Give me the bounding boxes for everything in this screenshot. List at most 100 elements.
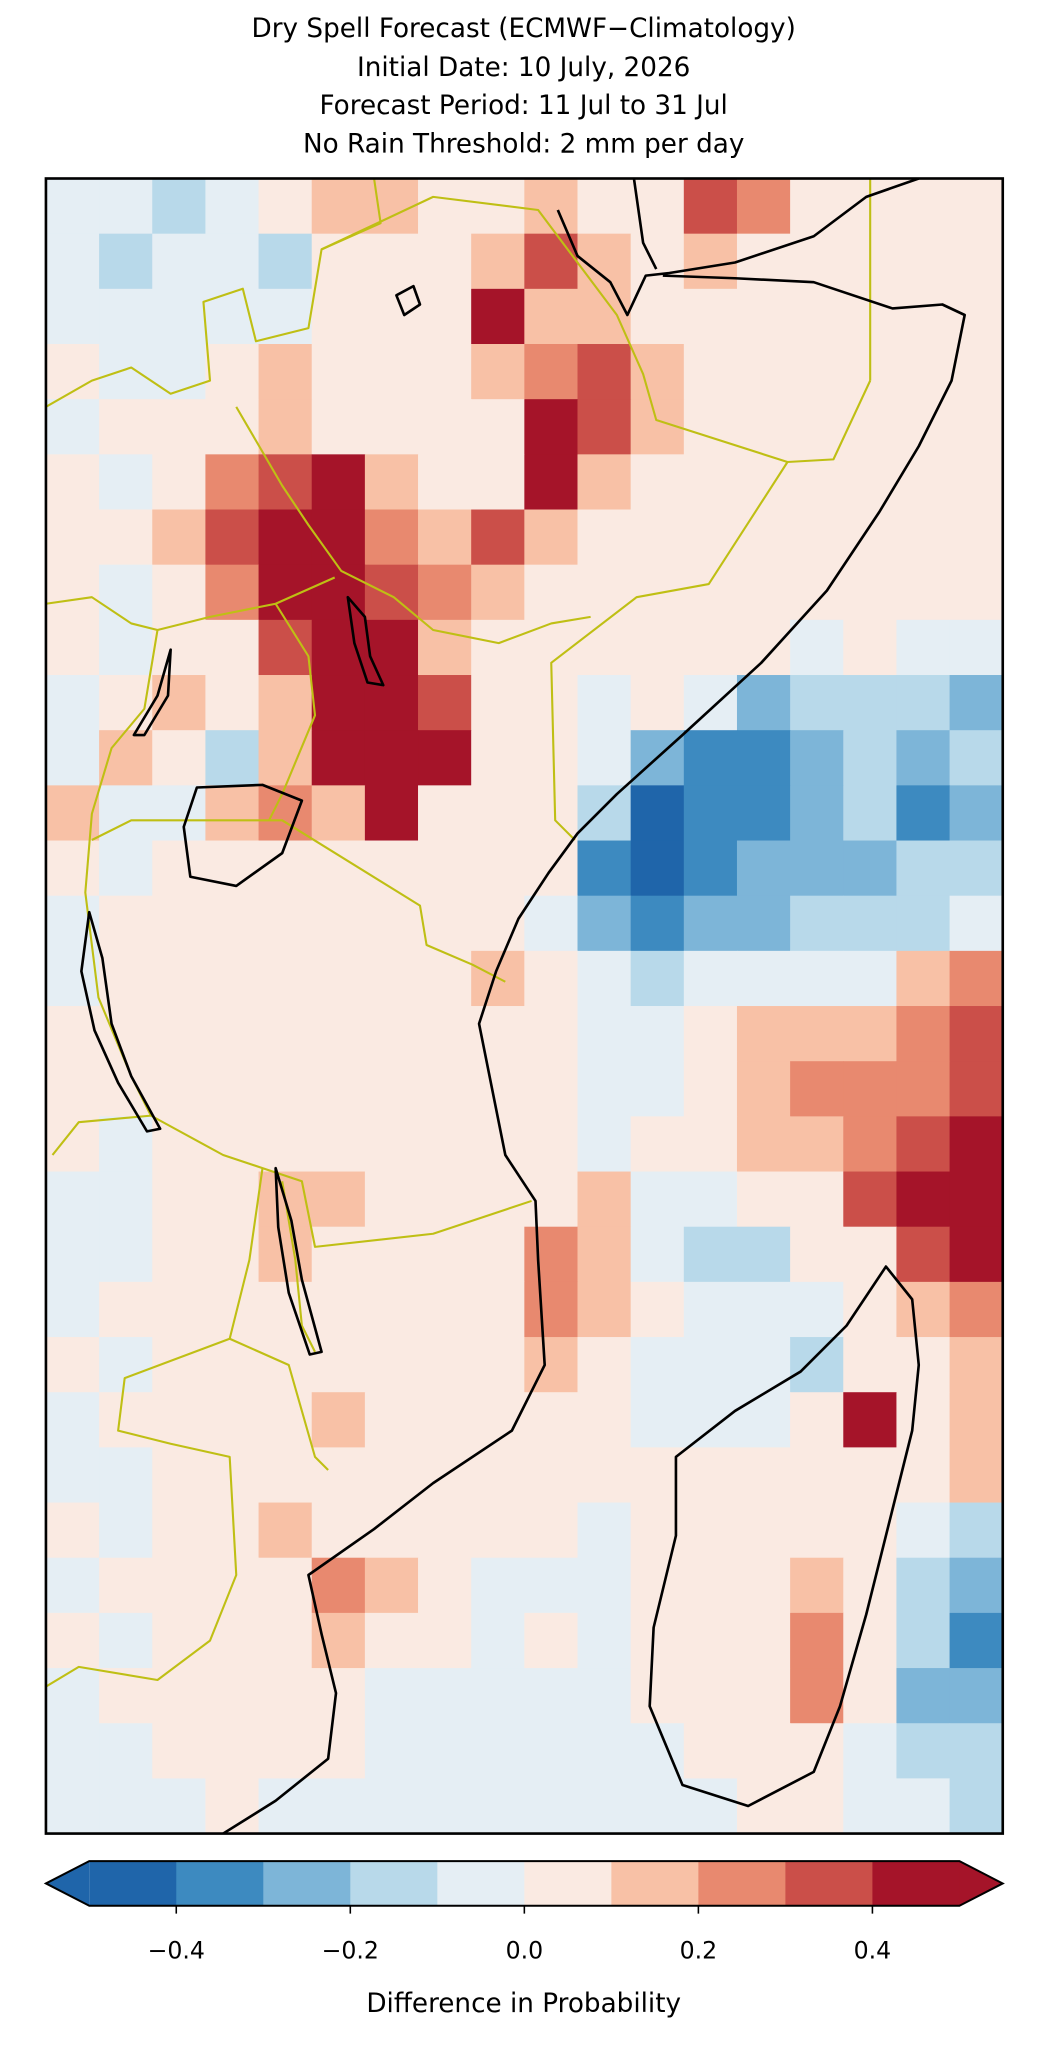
grid-cell xyxy=(736,1612,791,1669)
grid-cell xyxy=(45,1612,100,1669)
grid-cell xyxy=(683,1557,738,1614)
grid-cell xyxy=(896,1557,951,1614)
grid-cell xyxy=(364,895,419,952)
grid-cell xyxy=(311,730,366,786)
grid-cell xyxy=(99,1337,153,1393)
grid-cell xyxy=(577,1778,632,1834)
grid-cell xyxy=(524,1778,579,1834)
grid-cell xyxy=(843,840,897,897)
grid-cell xyxy=(152,1723,206,1779)
grid-cell xyxy=(736,1502,791,1559)
grid-cell xyxy=(896,619,951,676)
grid-cell xyxy=(524,1281,579,1338)
grid-cell xyxy=(896,509,951,566)
grid-cell xyxy=(45,1668,100,1724)
grid-cell xyxy=(152,1281,206,1338)
grid-cell xyxy=(205,178,260,235)
grid-cell xyxy=(736,288,791,345)
grid-cell xyxy=(311,178,366,235)
grid-cell xyxy=(790,564,844,621)
grid-cell xyxy=(736,619,791,676)
grid-cell xyxy=(152,1502,206,1559)
grid-cell xyxy=(843,1502,897,1559)
grid-cell xyxy=(949,950,1003,1007)
grid-cell xyxy=(258,895,313,952)
grid-cell xyxy=(258,178,313,235)
grid-cell xyxy=(205,288,260,345)
grid-cell xyxy=(152,619,206,676)
grid-cell xyxy=(790,730,844,786)
grid-cell xyxy=(152,178,206,235)
grid-cell xyxy=(205,675,260,731)
grid-cell xyxy=(418,1723,472,1779)
grid-cell xyxy=(630,344,685,400)
grid-cell xyxy=(949,509,1003,566)
grid-cell xyxy=(736,1447,791,1504)
title-line: Dry Spell Forecast (ECMWF−Climatology) xyxy=(252,14,796,44)
grid-cell xyxy=(311,1226,366,1283)
grid-cell xyxy=(577,1723,632,1779)
grid-cell xyxy=(418,1226,472,1283)
grid-cell xyxy=(630,1281,685,1338)
grid-cell xyxy=(45,730,100,786)
grid-cell xyxy=(152,1171,206,1228)
lake xyxy=(395,284,422,317)
coastline xyxy=(556,178,920,317)
grid-cell xyxy=(843,895,897,952)
grid-cell xyxy=(418,399,472,455)
grid-cell xyxy=(418,344,472,400)
grid-cell xyxy=(45,950,100,1007)
grid-cell xyxy=(683,178,738,235)
grid-cell xyxy=(683,675,738,731)
grid-cell xyxy=(790,1612,844,1669)
grid-cell xyxy=(471,1502,525,1559)
grid-cell xyxy=(99,1171,153,1228)
grid-cell xyxy=(843,1778,897,1834)
grid-cell xyxy=(471,1226,525,1283)
grid-cell xyxy=(524,1447,579,1504)
grid-cell xyxy=(205,1337,260,1393)
grid-cell xyxy=(736,785,791,842)
grid-cell xyxy=(630,675,685,731)
grid-cell xyxy=(152,1116,206,1173)
grid-cell xyxy=(45,564,100,621)
grid-cell xyxy=(418,1116,472,1173)
grid-cell xyxy=(790,840,844,897)
grid-cell xyxy=(152,950,206,1007)
grid-cell xyxy=(683,785,738,842)
grid-cell xyxy=(205,233,260,290)
grid-cell xyxy=(843,1557,897,1614)
grid-cell xyxy=(45,619,100,676)
grid-cell xyxy=(790,1502,844,1559)
grid-cell xyxy=(205,1171,260,1228)
grid-cell xyxy=(524,1502,579,1559)
grid-cell xyxy=(949,178,1003,235)
grid-cell xyxy=(683,344,738,400)
grid-cell xyxy=(418,288,472,345)
grid-cell xyxy=(99,1226,153,1283)
grid-cell xyxy=(683,1337,738,1393)
grid-cell xyxy=(99,1116,153,1173)
grid-cell xyxy=(896,344,951,400)
grid-cell xyxy=(949,675,1003,731)
grid-cell xyxy=(843,950,897,1007)
grid-cell xyxy=(949,1171,1003,1228)
grid-cell xyxy=(311,1116,366,1173)
grid-cell xyxy=(630,233,685,290)
grid-cell xyxy=(364,1006,419,1062)
grid-cell xyxy=(99,564,153,621)
grid-cell xyxy=(99,178,153,235)
grid-cell xyxy=(896,1447,951,1504)
grid-cell xyxy=(790,399,844,455)
grid-cell xyxy=(205,950,260,1007)
grid-cell xyxy=(524,344,579,400)
grid-cell xyxy=(418,233,472,290)
grid-cell xyxy=(949,1337,1003,1393)
grid-cell xyxy=(790,785,844,842)
grid-cell xyxy=(205,344,260,400)
grid-cell xyxy=(577,509,632,566)
colorbar-segment xyxy=(437,1861,525,1906)
colorbar-label: Difference in Probability xyxy=(366,1989,681,2019)
grid-cell xyxy=(577,1557,632,1614)
grid-cell xyxy=(683,1281,738,1338)
